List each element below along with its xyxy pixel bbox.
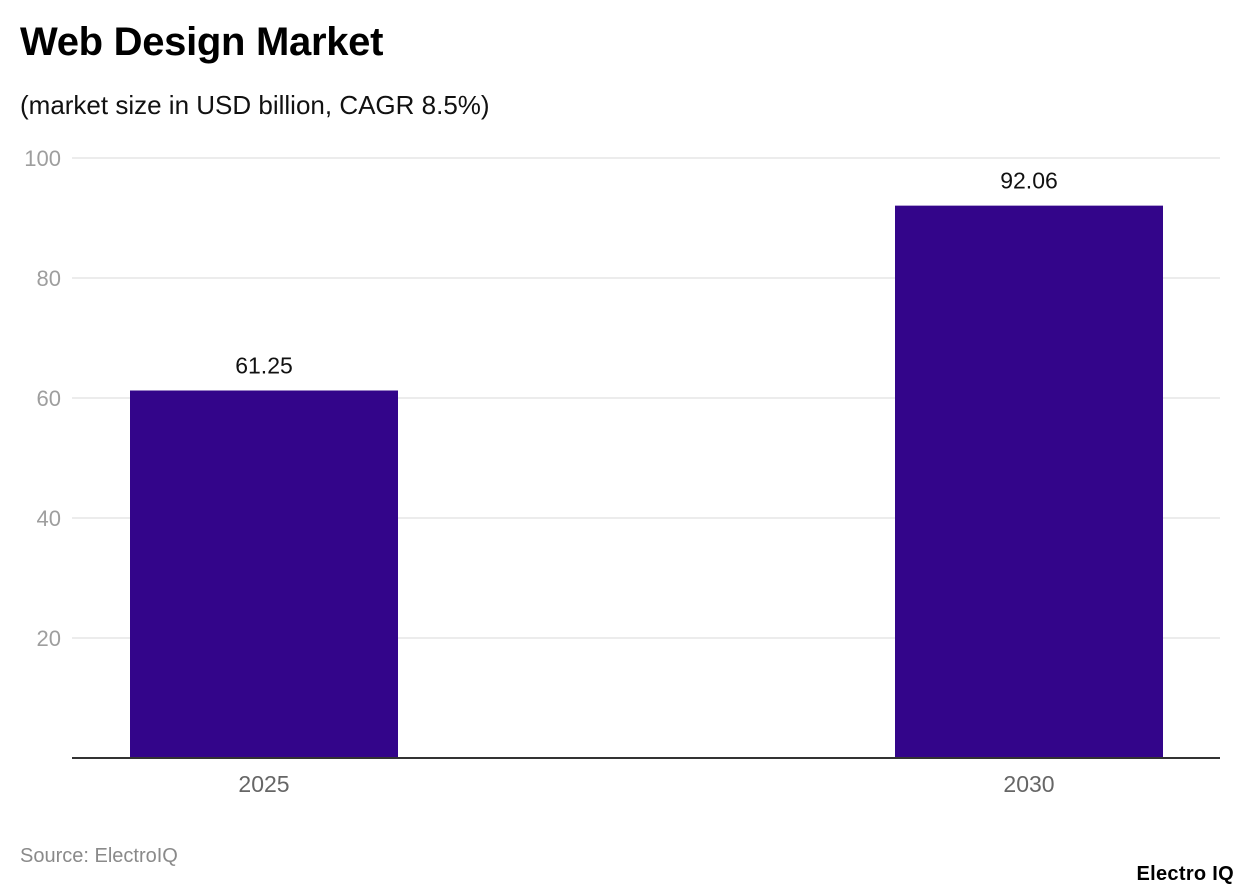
x-tick-label: 2025 (238, 771, 289, 797)
y-tick-label: 60 (37, 386, 61, 411)
y-tick-label: 40 (37, 506, 61, 531)
brand-logo: Electro IQ (1136, 863, 1234, 885)
y-axis-ticks: 20 40 60 80 100 (24, 146, 61, 651)
bars (130, 205, 1163, 758)
y-tick-label: 80 (37, 266, 61, 291)
value-label: 61.25 (235, 353, 293, 379)
bar-2025 (130, 390, 398, 758)
chart-title: Web Design Market (20, 20, 384, 64)
bar-2030 (895, 205, 1163, 758)
x-tick-label: 2030 (1003, 771, 1054, 797)
y-tick-label: 20 (37, 626, 61, 651)
chart-subtitle: (market size in USD billion, CAGR 8.5%) (20, 90, 490, 120)
x-axis-ticks: 2025 2030 (238, 771, 1054, 797)
value-label: 92.06 (1000, 168, 1058, 194)
source-note: Source: ElectroIQ (20, 845, 178, 867)
value-labels: 61.25 92.06 (235, 168, 1058, 379)
y-tick-label: 100 (24, 146, 61, 171)
